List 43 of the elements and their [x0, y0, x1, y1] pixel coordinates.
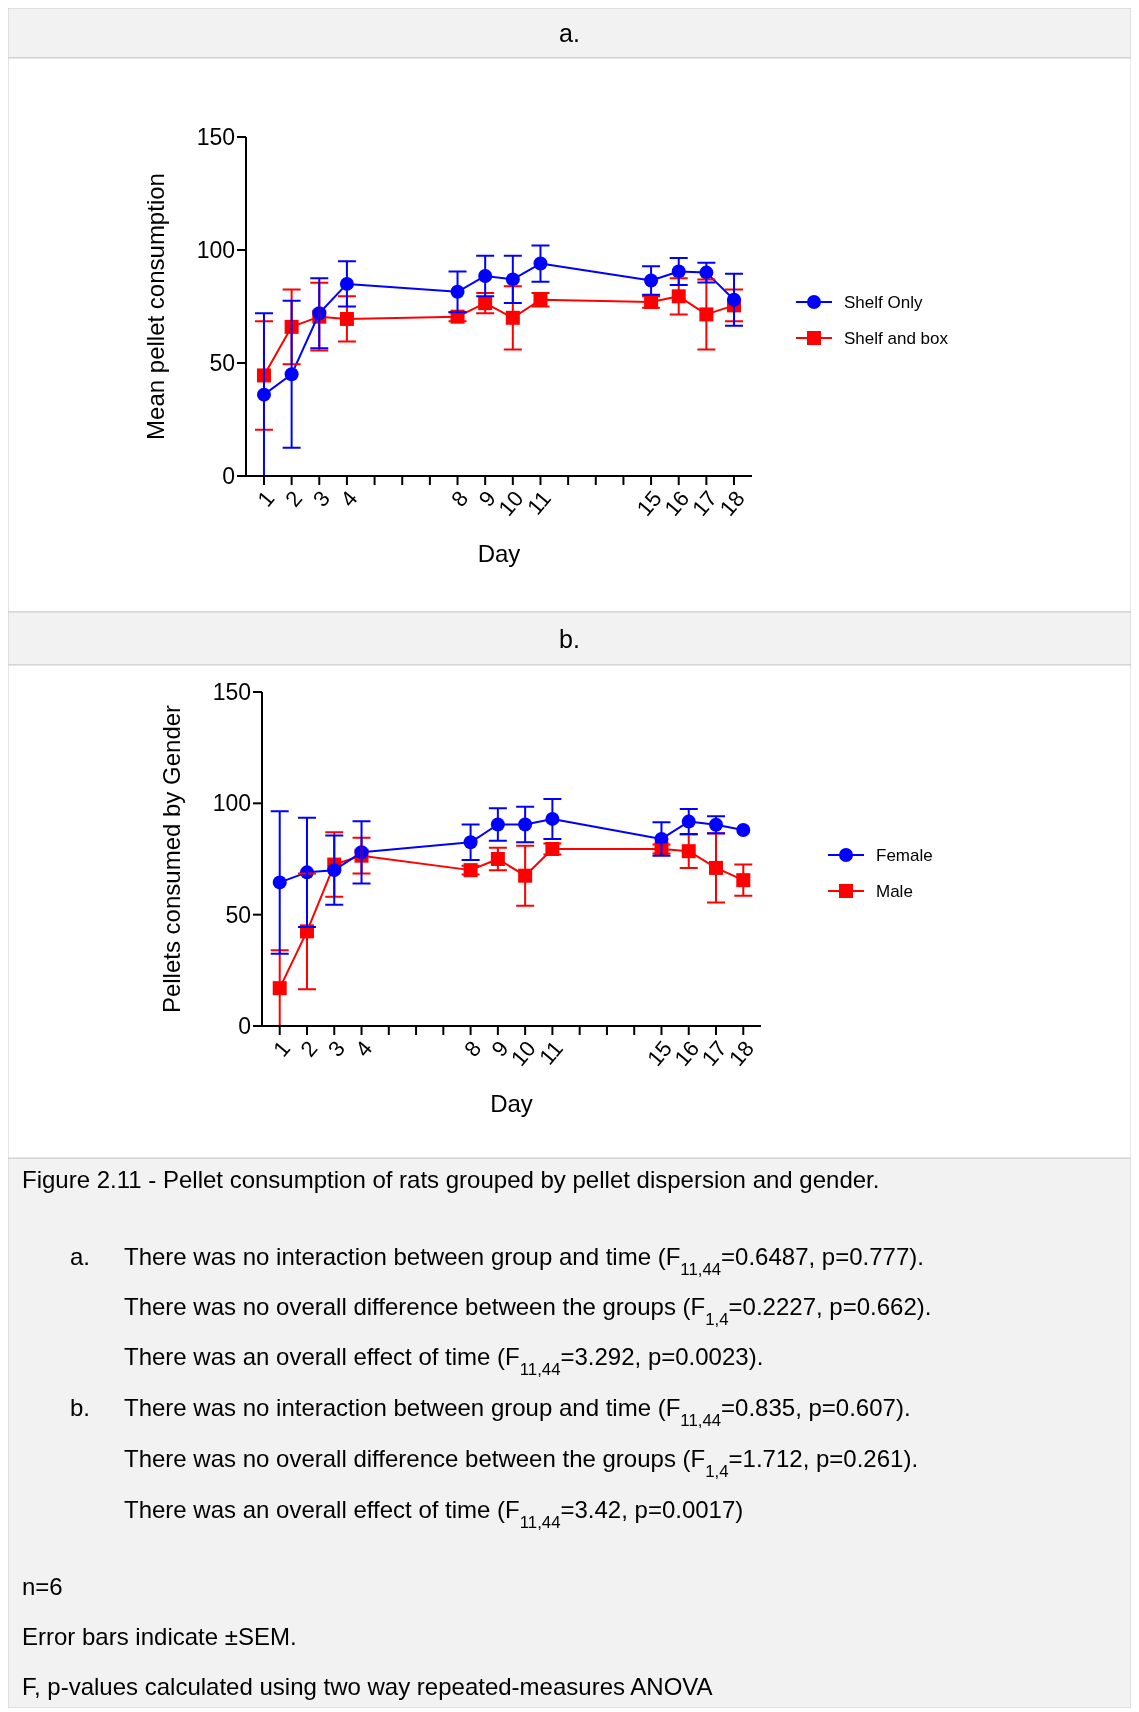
y-tick-label: 50 — [209, 350, 235, 376]
y-tick-label: 0 — [222, 463, 235, 489]
x-tick-label: 15 — [631, 485, 667, 521]
x-axis-title: Day — [477, 540, 521, 567]
legend-label: Shelf Only — [844, 293, 923, 312]
text: F, p-values calculated using two way repeated-measures ANOVA — [22, 1673, 713, 1700]
x-axis-title: Day — [490, 1090, 533, 1117]
text: There was an overall effect of time (F$_{11,44}$=3.292, p=0.0023). — [124, 1343, 764, 1379]
chart-title: a. — [559, 19, 580, 47]
text: There was an overall effect of time (F$_{11,44}$=3.42, p=0.0017) — [124, 1496, 744, 1532]
text: There was no overall difference between the groups (F$_{1,4}$=0.2227, p=0.662). — [124, 1293, 932, 1329]
x-tick-label: 4 — [350, 1035, 378, 1062]
y-tick-label: 150 — [212, 679, 251, 705]
legend-label: Male — [876, 882, 913, 901]
text: There was no overall difference between the groups (F$_{1,4}$=1.712, p=0.261). — [124, 1445, 919, 1481]
x-tick-label: 1 — [252, 485, 280, 512]
text: a. There was no interaction between group and time (F$_{11,44}$=0.6487, p=0.777). — [70, 1243, 924, 1279]
y-tick-label: 100 — [212, 790, 251, 817]
x-tick-label: 18 — [723, 1035, 759, 1071]
y-tick-label: 100 — [196, 237, 235, 263]
legend-label: Female — [876, 846, 933, 865]
chart-title: b. — [559, 624, 580, 653]
y-tick-label: 0 — [238, 1013, 251, 1039]
text: Error bars indicate ±SEM. — [22, 1623, 297, 1650]
x-tick-label: 8 — [446, 485, 474, 512]
point — [736, 823, 751, 838]
x-tick-label: 3 — [322, 1035, 350, 1062]
x-tick-label: 11 — [534, 1035, 568, 1070]
y-tick-label: 50 — [225, 901, 251, 928]
text: b. There was no interaction between group and time (F$_{11,44}$=0.835, p=0.607). — [70, 1394, 911, 1430]
legend-label: Shelf and box — [844, 329, 949, 348]
caption: Figure 2.11 - Pellet consumption of rats grouped by pellet dispersion and gender. — [22, 1166, 880, 1193]
x-tick-label: 3 — [307, 485, 335, 512]
x-tick-label: 9 — [486, 1035, 514, 1062]
x-tick-label: 1 — [268, 1035, 296, 1062]
y-axis-title: Pellets consumed by Gender — [158, 704, 185, 1014]
x-tick-label: 2 — [295, 1035, 323, 1062]
y-tick-label: 150 — [196, 124, 235, 150]
x-tick-label: 4 — [335, 485, 363, 512]
x-tick-label: 2 — [280, 485, 308, 512]
x-tick-label: 8 — [459, 1035, 487, 1062]
text: n=6 — [22, 1573, 63, 1600]
y-axis-title: Mean pellet consumption — [142, 173, 169, 440]
